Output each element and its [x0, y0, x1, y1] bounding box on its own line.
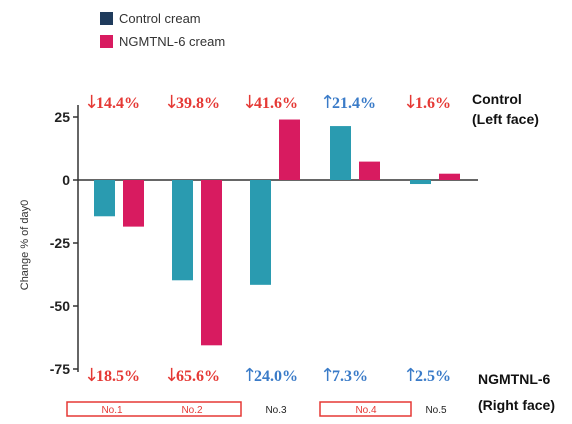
legend-swatch-ngmtnl6 — [100, 35, 113, 48]
bottom-annotation-value: 18.5% — [96, 368, 140, 385]
control-row-sublabel: (Left face) — [472, 111, 539, 127]
legend: Control cream NGMTNL-6 cream — [100, 11, 225, 49]
sample-box-4 — [319, 401, 412, 417]
bar-control-no3 — [250, 180, 271, 285]
bottom-annotation-arrow: ↓ — [84, 365, 99, 386]
bottom-annotations: ↓18.5% ↓65.6% ↑24.0% ↑7.3% ↑2.5% — [84, 365, 451, 386]
sample-labels: No.1 No.2 No.3 No.4 No.5 — [101, 405, 447, 416]
bar-ngmtnl6-no4 — [359, 161, 380, 180]
sample-box-1-2 — [66, 401, 242, 417]
bottom-annotation-value: 7.3% — [332, 368, 368, 385]
ngmtnl6-row-sublabel: (Right face) — [478, 397, 555, 413]
bottom-annotation-arrow: ↑ — [242, 365, 257, 386]
bar-control-no1 — [94, 180, 115, 217]
y-tick-label: 25 — [54, 109, 70, 125]
y-tick-label: 0 — [62, 172, 70, 188]
bar-control-no4 — [330, 126, 351, 180]
bar-control-no2 — [172, 180, 193, 281]
bottom-annotation-arrow: ↑ — [320, 365, 335, 386]
y-tick-label: -75 — [50, 361, 70, 377]
y-tick-label: -50 — [50, 298, 70, 314]
bottom-annotation-arrow: ↓ — [164, 365, 179, 386]
top-annotation-value: 1.6% — [415, 95, 451, 112]
top-annotation-arrow: ↓ — [242, 92, 257, 113]
bottom-annotation-value: 65.6% — [176, 368, 220, 385]
y-ticks: 25 0 -25 -50 -75 — [50, 109, 78, 377]
bar-ngmtnl6-no3 — [279, 119, 300, 180]
top-annotation-arrow: ↓ — [403, 92, 418, 113]
sample-label-no3: No.3 — [265, 405, 287, 416]
bottom-annotation-arrow: ↑ — [403, 365, 418, 386]
sample-label-no2: No.2 — [181, 405, 203, 416]
top-annotation-value: 14.4% — [96, 95, 140, 112]
sample-label-no1: No.1 — [101, 405, 123, 416]
sample-label-no5: No.5 — [425, 405, 447, 416]
top-annotation-value: 21.4% — [332, 95, 376, 112]
sample-label-no4: No.4 — [355, 405, 377, 416]
legend-swatch-control — [100, 12, 113, 25]
ngmtnl6-row-label: NGMTNL-6 — [478, 371, 551, 387]
top-annotation-arrow: ↓ — [84, 92, 99, 113]
bar-control-no5 — [410, 180, 431, 185]
top-annotation-arrow: ↑ — [320, 92, 335, 113]
bar-ngmtnl6-no5 — [439, 173, 460, 180]
bar-ngmtnl6-no1 — [123, 180, 144, 227]
top-annotation-arrow: ↓ — [164, 92, 179, 113]
bar-ngmtnl6-no2 — [201, 180, 222, 346]
legend-label-control: Control cream — [119, 11, 201, 26]
bottom-annotation-value: 2.5% — [415, 368, 451, 385]
legend-label-ngmtnl6: NGMTNL-6 cream — [119, 34, 225, 49]
top-annotation-value: 41.6% — [254, 95, 298, 112]
control-row-label: Control — [472, 91, 522, 107]
bottom-annotation-value: 24.0% — [254, 368, 298, 385]
top-annotations: ↓14.4% ↓39.8% ↓41.6% ↑21.4% ↓1.6% — [84, 92, 451, 113]
top-annotation-value: 39.8% — [176, 95, 220, 112]
y-axis-label: Change % of day0 — [19, 200, 31, 291]
y-tick-label: -25 — [50, 235, 70, 251]
bars — [94, 119, 460, 346]
